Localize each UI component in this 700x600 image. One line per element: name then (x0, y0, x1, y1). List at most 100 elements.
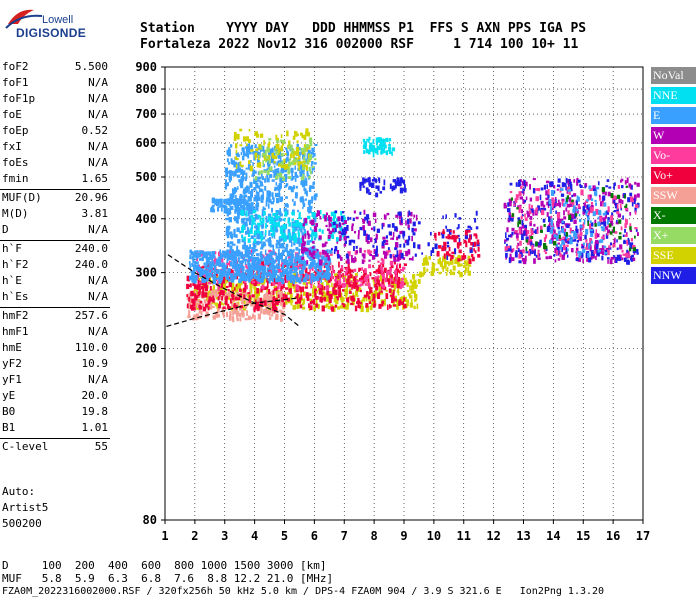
echo-point (278, 211, 282, 215)
echo-point (560, 188, 564, 191)
echo-point (269, 191, 272, 197)
echo-point (574, 238, 577, 242)
echo-point (235, 194, 237, 201)
echo-point (393, 281, 396, 287)
echo-point (618, 232, 622, 235)
echo-point (524, 217, 528, 221)
echo-point (235, 152, 238, 156)
echo-point (603, 245, 607, 248)
echo-point (372, 293, 376, 300)
echo-point (271, 179, 275, 182)
echo-point (243, 294, 246, 300)
echo-point (397, 290, 400, 296)
echo-point (203, 299, 207, 304)
echo-point (518, 191, 522, 196)
echo-point (252, 170, 255, 176)
echo-point (234, 252, 238, 257)
echo-point (228, 201, 231, 207)
echo-point (274, 265, 277, 269)
echo-point (528, 213, 531, 217)
echo-point (577, 203, 581, 208)
echo-point (470, 227, 473, 230)
echo-point (374, 178, 377, 181)
echo-point (295, 272, 298, 278)
echo-point (204, 280, 208, 287)
echo-point (256, 162, 260, 168)
echo-point (367, 282, 370, 287)
echo-point (303, 247, 307, 252)
echo-point (294, 192, 298, 197)
echo-point (216, 280, 220, 287)
echo-point (372, 144, 375, 149)
echo-point (300, 169, 304, 174)
echo-point (597, 221, 601, 227)
echo-point (192, 293, 196, 297)
echo-point (293, 220, 297, 226)
echo-point (334, 210, 338, 214)
echo-point (618, 199, 622, 204)
echo-point (219, 200, 221, 207)
echo-point (302, 241, 306, 247)
echo-point (299, 222, 303, 229)
echo-point (257, 305, 260, 312)
echo-point (198, 266, 201, 271)
x-tick-label: 11 (457, 529, 471, 543)
echo-point (224, 264, 228, 267)
echo-point (255, 214, 259, 220)
echo-point (396, 228, 399, 232)
echo-point (385, 289, 388, 292)
echo-point (246, 185, 249, 188)
echo-point (212, 208, 215, 213)
echo-point (237, 203, 239, 207)
echo-point (266, 170, 270, 176)
logo-graphic (5, 9, 43, 29)
param-row: yF1 N/A (2, 373, 108, 389)
echo-point (396, 289, 399, 292)
echo-point (224, 307, 228, 310)
echo-point (385, 293, 389, 300)
echo-point (414, 299, 417, 302)
echo-point (390, 237, 392, 240)
echo-point (245, 148, 250, 153)
echo-point (240, 299, 243, 305)
echo-point (290, 167, 294, 173)
echo-point (307, 281, 311, 284)
echo-point (301, 232, 305, 236)
param-name: hmE (2, 341, 22, 354)
echo-point (543, 248, 546, 253)
echo-point (525, 230, 528, 237)
echo-point (317, 303, 320, 307)
echo-point (303, 260, 307, 266)
echo-point (212, 278, 217, 285)
echo-point (535, 254, 538, 258)
echo-point (276, 173, 280, 176)
echo-point (251, 224, 254, 229)
legend-entry: NoVal (651, 67, 696, 84)
echo-point (562, 236, 566, 239)
echo-point (362, 253, 366, 259)
echo-point (571, 188, 573, 192)
echo-point (539, 229, 543, 233)
echo-point (604, 252, 608, 255)
echo-point (237, 163, 240, 170)
echo-point (236, 198, 240, 202)
echo-point (629, 192, 633, 197)
echo-point (599, 196, 601, 201)
echo-point (587, 243, 589, 249)
echo-point (195, 289, 198, 296)
echo-point (271, 147, 274, 151)
echo-point (268, 159, 271, 164)
echo-point (555, 250, 559, 256)
echo-point (376, 245, 378, 252)
echo-point (350, 302, 354, 306)
echo-point (261, 270, 264, 276)
y-tick-label: 300 (135, 266, 157, 280)
echo-point (631, 254, 634, 258)
echo-point (223, 252, 227, 258)
echo-point (225, 274, 230, 280)
echo-point (268, 138, 272, 141)
echo-point (270, 251, 273, 258)
echo-point (331, 282, 333, 288)
echo-point (298, 285, 301, 289)
echo-point (248, 160, 251, 165)
